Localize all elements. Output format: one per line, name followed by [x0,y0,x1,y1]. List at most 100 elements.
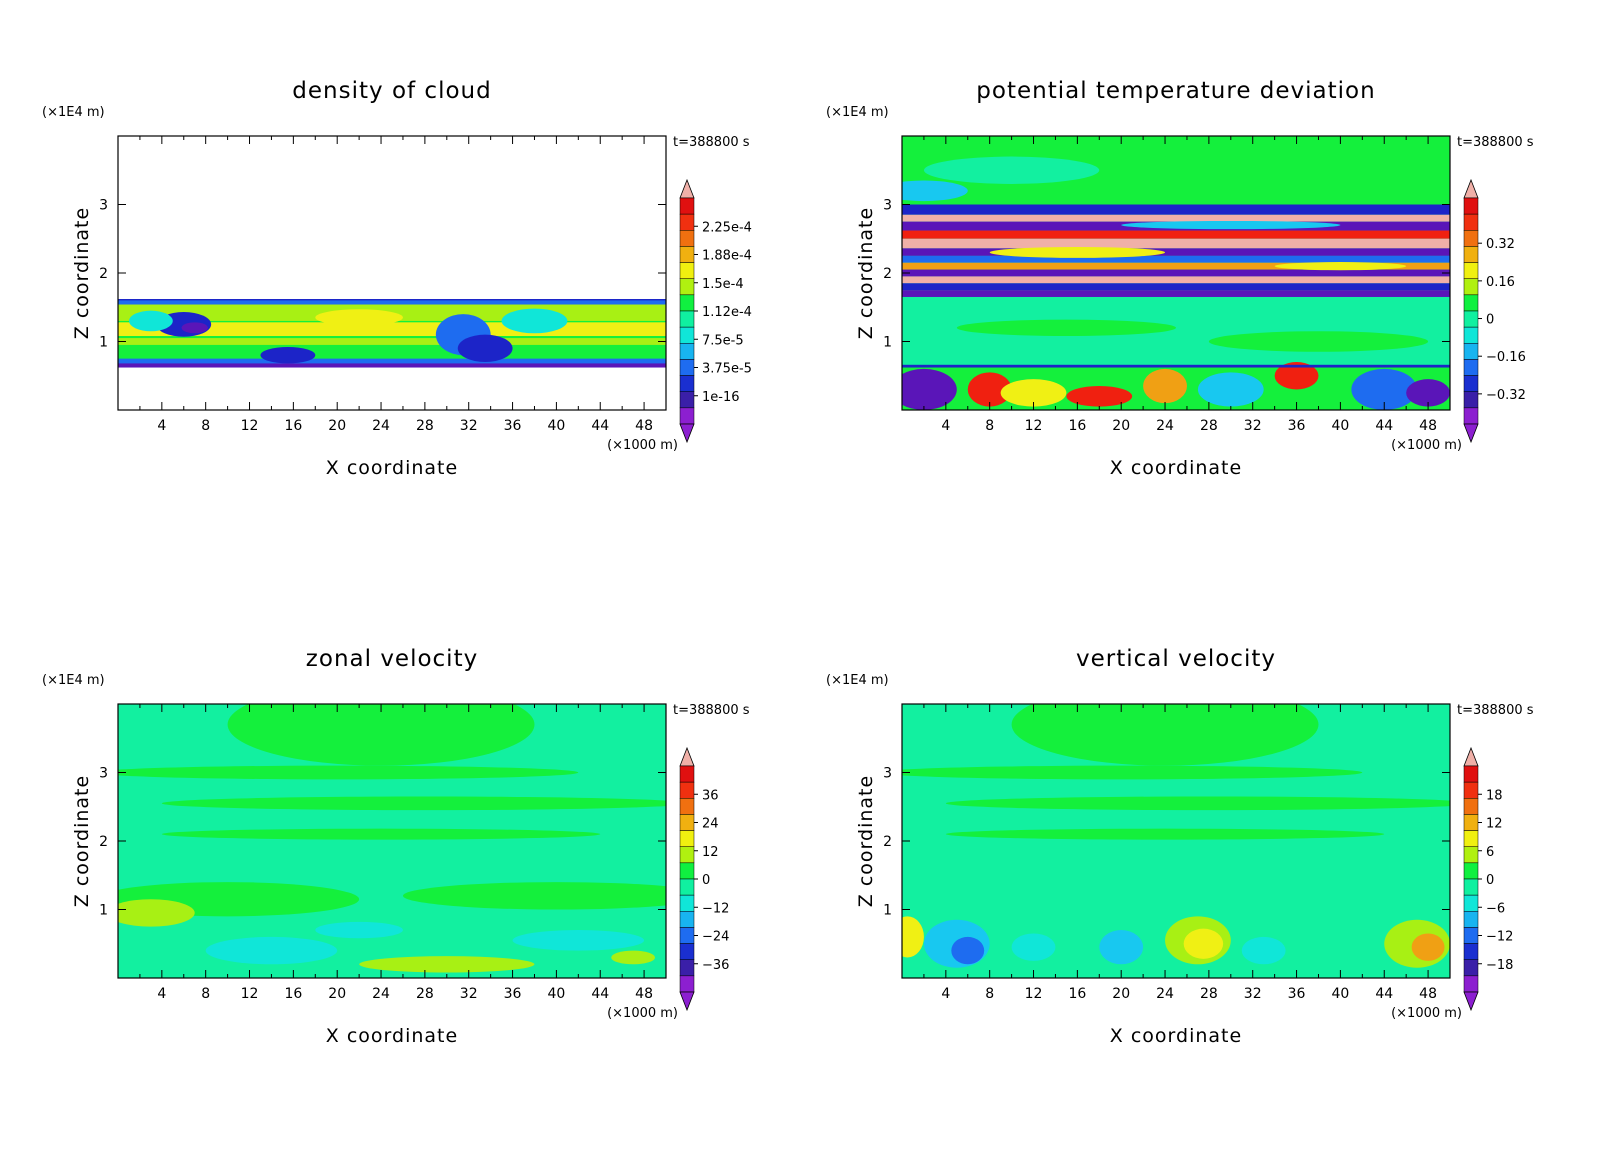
contour-blob [161,796,666,811]
colorbar-label: 0 [1486,873,1494,888]
colorbar-label: 24 [702,817,719,832]
contour-blob [945,828,1385,840]
x-tick-label: 24 [1156,986,1174,1002]
colorbar-box [679,862,695,880]
y-tick-label: 1 [99,335,108,351]
contour-blob [118,765,579,780]
colorbar-label: 0 [1486,313,1494,328]
x-unit-label: (×1000 m) [607,1006,678,1021]
contour-blob [260,346,316,364]
y-tick-label: 3 [99,198,108,214]
colorbar-label: 12 [702,845,719,860]
x-tick-label: 16 [284,418,302,434]
contour-blob [1066,386,1133,407]
contour-band [902,262,1450,270]
contour-blob [501,308,568,334]
contour-blob [1351,368,1418,410]
contour-band [902,276,1450,284]
colorbar-label: −12 [1486,930,1513,945]
colorbar-box [1463,246,1479,263]
colorbar: 2.25e-4 1.88e-4 1.5e-4 1.12e-4 7.5e-5 3.75e-5… [679,178,752,444]
colorbar-box [1463,375,1479,392]
contour-blob [902,916,924,958]
x-tick-label: 32 [460,986,478,1002]
colorbar-box [679,375,695,392]
x-tick-label: 12 [1025,986,1043,1002]
colorbar-box [1463,197,1479,215]
colorbar-box [679,765,695,783]
colorbar-box [1463,798,1479,815]
cloud-base [118,363,666,368]
x-tick-label: 40 [1331,418,1349,434]
colorbar-box [679,781,695,799]
x-tick-label: 32 [460,418,478,434]
contour-band [902,269,1450,277]
y-tick-label: 3 [883,198,892,214]
x-tick-label: 12 [1025,418,1043,434]
colorbar-label: 0.16 [1486,275,1515,290]
contour-band [902,290,1450,297]
contour-blob [403,882,666,910]
contour-blob [1406,379,1450,407]
y-tick-label: 2 [99,266,108,282]
colorbar-box [1463,407,1479,425]
x-tick-label: 16 [1068,986,1086,1002]
colorbar-box [679,407,695,425]
plot-field [902,704,1450,978]
colorbar-box [679,230,695,247]
contour-band [902,283,1450,291]
y-unit-label: (×1E4 m) [826,105,889,120]
colorbar-top-arrow [1463,746,1479,767]
y-tick-label: 1 [883,903,892,919]
y-unit-label: (×1E4 m) [42,105,105,120]
x-tick-label: 24 [372,418,390,434]
colorbar-box [679,798,695,815]
x-tick-label: 20 [328,986,346,1002]
contour-blob [227,704,535,766]
y-tick-label: 3 [99,766,108,782]
colorbar-box [1463,846,1479,864]
colorbar-box [679,959,695,977]
colorbar-box [679,310,695,328]
colorbar-box [679,894,695,912]
x-axis-label: X coordinate [326,1025,458,1047]
colorbar-box [679,830,695,847]
contour-blob [1274,262,1407,271]
colorbar-box [1463,975,1479,993]
x-tick-label: 36 [1288,986,1306,1002]
colorbar-box [679,943,695,960]
contour-blob [1121,220,1341,230]
contour-blob [1099,930,1144,965]
x-axis-label: X coordinate [1110,1025,1242,1047]
x-tick-label: 20 [1112,986,1130,1002]
y-tick-label: 1 [883,335,892,351]
contour-blob [1143,368,1187,404]
contour-blob [315,309,403,326]
colorbar-box [1463,391,1479,409]
contour-blob [205,936,338,965]
y-axis-label: Z coordinate [855,207,877,339]
contour-band [902,230,1450,239]
contour-band [118,299,666,305]
contour-blob [1208,331,1429,352]
colorbar-box [1463,862,1479,880]
colorbar-box [1463,278,1479,296]
x-unit-label: (×1000 m) [607,438,678,453]
x-tick-label: 48 [1419,986,1437,1002]
x-unit-label: (×1000 m) [1391,438,1462,453]
colorbar-box [679,927,695,944]
contour-blob [161,828,601,840]
y-unit-label: (×1E4 m) [826,673,889,688]
x-tick-label: 44 [591,418,609,434]
chart-title: density of cloud [292,78,491,104]
colorbar-box [679,343,695,360]
x-tick-label: 28 [416,986,434,1002]
contour-band [902,214,1450,222]
colorbar-box [679,213,695,231]
x-tick-label: 44 [591,986,609,1002]
x-tick-label: 48 [1419,418,1437,434]
colorbar-label: 6 [1486,845,1494,860]
contour-blob [359,956,535,973]
contour-blob [989,246,1166,258]
